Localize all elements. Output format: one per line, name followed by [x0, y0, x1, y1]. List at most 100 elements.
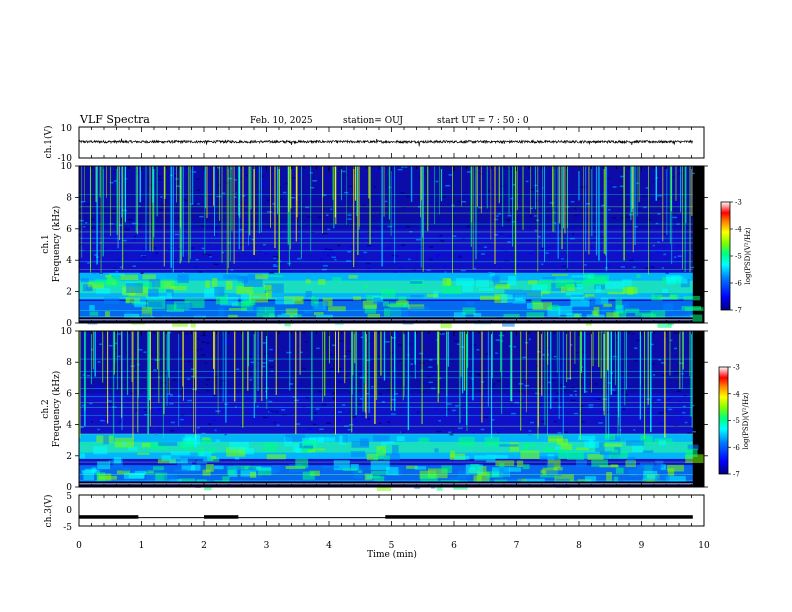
- spec-cell: [643, 470, 658, 480]
- spec-cell: [418, 437, 429, 444]
- spec-speckle: [305, 396, 309, 399]
- spec-cell: [390, 307, 409, 317]
- spec-speckle: [156, 427, 160, 429]
- spec-cell: [285, 308, 298, 315]
- spec-speckle: [85, 249, 90, 252]
- spec-cell: [209, 447, 216, 454]
- spec-cell: [350, 451, 366, 457]
- spec-speckle: [549, 202, 555, 204]
- ch3-frame: [78, 494, 705, 527]
- freq-tick-label: 0: [66, 483, 72, 493]
- spec-cell: [474, 455, 487, 461]
- spec-speckle: [317, 216, 322, 219]
- spec-speckle: [491, 227, 496, 230]
- spec-speckle: [207, 373, 212, 376]
- spec-speckle: [216, 166, 221, 169]
- spec-speckle: [196, 178, 200, 181]
- spec-speckle: [360, 336, 364, 339]
- spec-speckle: [677, 255, 682, 257]
- spec-speckle: [358, 194, 364, 197]
- time-tick-label: 1: [139, 541, 145, 551]
- spec-speckle: [561, 257, 564, 260]
- spec-speckle: [184, 199, 188, 202]
- spec-speckle: [427, 201, 433, 204]
- spec-cell: [410, 294, 424, 299]
- spec-cell: [516, 460, 524, 467]
- spec-speckle: [289, 224, 294, 227]
- spec-speckle: [89, 402, 93, 405]
- freq-tick-label: 10: [61, 162, 73, 172]
- spec-cell: [223, 274, 239, 280]
- spec-cell: [546, 470, 562, 477]
- spec-cell: [199, 451, 212, 458]
- spec-speckle: [240, 244, 245, 246]
- spec-speckle: [185, 333, 189, 335]
- spec-cell: [560, 443, 572, 451]
- spec-speckle: [401, 244, 406, 246]
- spec-speckle: [458, 256, 462, 258]
- spec-cell: [601, 303, 611, 313]
- spec-cell: [155, 280, 175, 289]
- spec-speckle: [673, 256, 677, 258]
- spec-speckle: [182, 271, 185, 274]
- spec-speckle: [285, 182, 289, 185]
- spec-cell: [455, 278, 475, 286]
- spec-speckle: [391, 413, 396, 415]
- spec-speckle: [676, 259, 681, 261]
- spec-cell: [214, 465, 224, 470]
- spec-speckle: [678, 400, 682, 403]
- spec-speckle: [577, 389, 582, 391]
- spec-speckle: [648, 207, 652, 210]
- spec-speckle: [448, 431, 452, 434]
- spec-cell: [599, 451, 616, 455]
- spec-speckle: [113, 349, 117, 352]
- spec-speckle: [144, 370, 148, 372]
- time-tick-label: 2: [201, 541, 207, 551]
- spec-speckle: [258, 192, 263, 194]
- spec-speckle: [591, 368, 594, 370]
- spec-speckle: [410, 363, 413, 365]
- spec-cell: [373, 476, 385, 481]
- spec-speckle: [673, 332, 678, 334]
- spec-speckle: [391, 177, 397, 179]
- spec-speckle: [585, 236, 591, 239]
- spec-speckle: [83, 202, 89, 204]
- spec-speckle: [492, 383, 496, 385]
- spec-speckle: [608, 209, 611, 211]
- spec-cell: [462, 283, 474, 292]
- spec-speckle: [197, 189, 200, 192]
- spec-cell: [526, 312, 545, 323]
- spec-speckle: [173, 174, 176, 177]
- ch2-colorbar-label: log(PSD)(V²/Hz): [742, 392, 750, 449]
- spec-speckle: [561, 265, 566, 268]
- spec-cell: [161, 455, 171, 461]
- spec-speckle: [510, 197, 514, 200]
- spec-cell: [384, 454, 400, 461]
- spec-speckle: [115, 270, 119, 273]
- spec-speckle: [429, 359, 433, 361]
- spec-speckle: [142, 255, 146, 258]
- spec-cell: [83, 470, 95, 481]
- spec-speckle: [608, 184, 612, 186]
- spec-cell: [240, 294, 252, 304]
- spec-cell: [85, 286, 93, 291]
- spec-cell: [492, 275, 500, 283]
- spec-cell: [558, 448, 568, 459]
- spec-cell: [237, 275, 248, 284]
- spec-speckle: [455, 405, 459, 407]
- spec-cell: [295, 448, 302, 454]
- spec-speckle: [195, 258, 199, 261]
- spec-speckle: [565, 269, 569, 271]
- spec-cell: [608, 451, 628, 459]
- spec-speckle: [150, 364, 154, 367]
- spec-speckle: [357, 227, 360, 230]
- spec-speckle: [460, 194, 465, 197]
- spec-speckle: [400, 431, 406, 433]
- spec-speckle: [262, 184, 267, 186]
- spec-cell: [305, 290, 312, 298]
- spec-speckle: [93, 254, 98, 256]
- spec-speckle: [262, 342, 267, 344]
- spec-cell: [628, 469, 638, 477]
- spec-speckle: [552, 211, 556, 214]
- spec-cell: [211, 278, 218, 287]
